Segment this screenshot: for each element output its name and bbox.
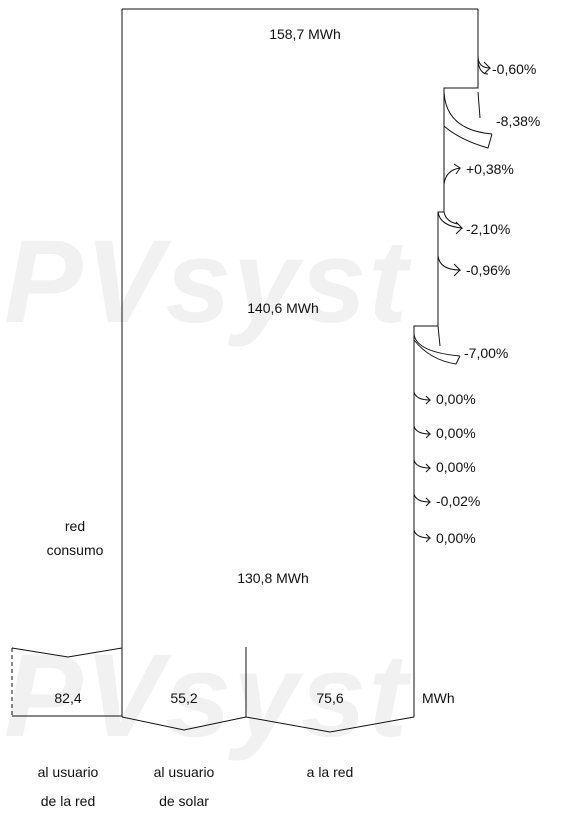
output-unit: MWh — [422, 690, 455, 706]
gain-arrow-3 — [443, 163, 462, 185]
loss-label-11: 0,00% — [436, 530, 476, 546]
loss-label-2: -8,38% — [496, 113, 541, 129]
loss-label-6: -7,00% — [464, 345, 509, 361]
output-value-to-grid: 75,6 — [316, 690, 344, 706]
loss-arrow-8 — [413, 425, 432, 439]
watermark-bottom: PVsyst — [4, 630, 410, 762]
loss-arrow-2 — [443, 91, 493, 149]
band-right-edge — [413, 9, 479, 717]
output-value-grid-user: 82,4 — [54, 690, 82, 706]
loss-arrow-7 — [413, 391, 432, 405]
energy-top-label: 158,7 MWh — [269, 26, 341, 42]
watermark-top: PVsyst — [4, 216, 410, 348]
loss-arrow-9 — [413, 459, 432, 473]
output-label-grid-user-line1: al usuario — [37, 764, 99, 780]
loss-label-9: 0,00% — [436, 459, 476, 475]
loss-arrow-1 — [477, 55, 492, 75]
grid-input-label-line1: red — [64, 518, 86, 534]
loss-label-1: -0,60% — [492, 61, 537, 77]
grid-input-chevron — [11, 647, 123, 658]
output-label-grid-user-line2: de la red — [40, 793, 96, 809]
loss-label-4: -2,10% — [466, 221, 511, 237]
output-chevron-2 — [245, 716, 415, 733]
loss-arrow-6 — [413, 325, 461, 365]
loss-label-8: 0,00% — [436, 425, 476, 441]
output-label-solar-user-line2: de solar — [159, 793, 209, 809]
loss-label-3: +0,38% — [466, 161, 514, 177]
loss-label-10: -0,02% — [436, 493, 481, 509]
loss-label-7: 0,00% — [436, 391, 476, 407]
energy-bottom-label: 130,8 MWh — [237, 570, 309, 586]
output-value-solar-user: 55,2 — [170, 690, 198, 706]
output-chevron-1 — [121, 716, 247, 731]
loss-label-5: -0,96% — [466, 262, 511, 278]
loss-arrow-4 — [437, 211, 464, 235]
energy-middle-label: 140,6 MWh — [247, 300, 319, 316]
loss-arrow-10 — [413, 493, 432, 507]
grid-input-label-line2: consumo — [46, 542, 104, 558]
output-label-to-grid: a la red — [306, 764, 354, 780]
output-label-solar-user-line1: al usuario — [153, 764, 215, 780]
loss-arrow-5 — [437, 255, 462, 277]
loss-arrow-11 — [413, 529, 432, 543]
